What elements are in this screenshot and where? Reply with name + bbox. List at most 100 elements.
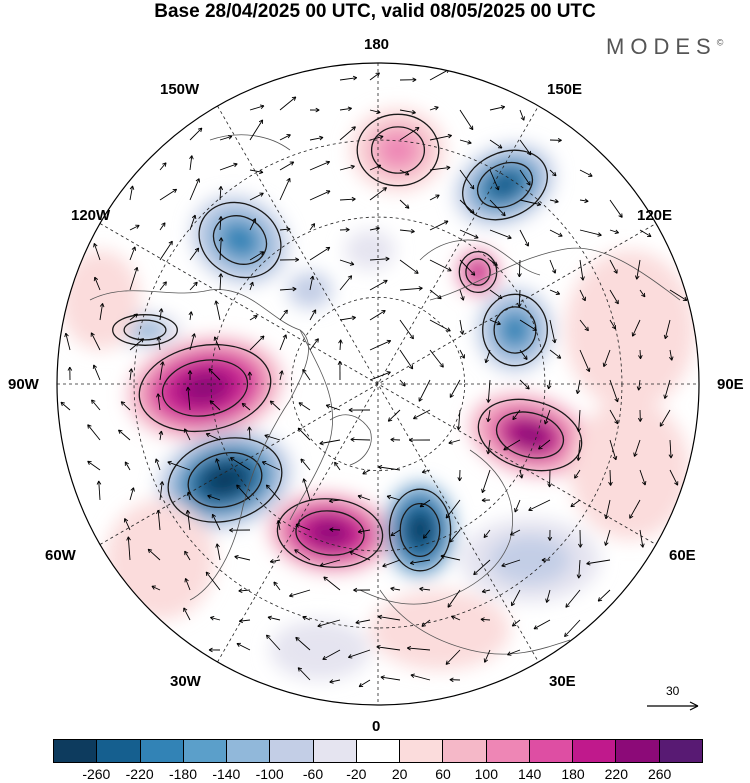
wind-vector (298, 402, 311, 411)
wind-vector (334, 461, 341, 471)
colorbar-tick-label: 100 (474, 766, 499, 782)
wind-vector-head (249, 281, 254, 287)
wind-vector (570, 499, 581, 508)
wind-vector-head (460, 354, 465, 359)
wind-vector-head (410, 228, 415, 234)
wind-vector (533, 619, 551, 630)
contour-line (458, 250, 498, 294)
wind-vector (326, 404, 341, 411)
wind-vector-head (613, 269, 618, 274)
wind-vector-head (408, 364, 414, 370)
wind-vector (93, 243, 101, 261)
graticule (57, 63, 699, 705)
colorbar-swatch (486, 740, 530, 762)
wind-vector (636, 259, 641, 280)
map-boundary (56, 62, 700, 706)
wind-vector (369, 279, 388, 291)
wind-vector (519, 349, 528, 360)
wind-vector (399, 259, 419, 274)
coastline-segment (89, 289, 309, 601)
wind-vector (487, 409, 491, 422)
wind-vector (266, 634, 281, 651)
wind-vector-head (186, 491, 192, 496)
wind-vector (248, 426, 251, 441)
wind-vector (323, 576, 341, 591)
wind-vector-head (151, 585, 156, 590)
wind-vector (189, 281, 198, 291)
wind-vector (147, 548, 161, 561)
wind-vector-head (191, 333, 196, 338)
wind-vector-head (449, 677, 454, 683)
wind-vector-head (348, 654, 353, 659)
wind-vector-head (375, 226, 380, 231)
wind-vector (399, 287, 423, 291)
wind-vector-head (500, 105, 506, 110)
wind-vector (399, 169, 410, 176)
wind-vector-head (581, 296, 586, 302)
wind-vector-head (214, 300, 219, 305)
lon-label-0: 0 (372, 718, 381, 735)
wind-vector (510, 529, 521, 536)
wind-vector-head (289, 161, 295, 166)
wind-vector (538, 439, 551, 450)
wind-vector (579, 319, 589, 332)
wind-vector (577, 439, 581, 461)
wind-vector-head (295, 523, 301, 528)
wind-vector-head (128, 368, 134, 373)
coastline-segment (419, 239, 541, 276)
wind-vector-head (638, 355, 643, 360)
wind-vector-head (614, 229, 619, 235)
wind-vector-head (447, 603, 452, 608)
wind-vector-head (382, 187, 387, 192)
wind-vector (449, 379, 461, 398)
lon-label-30e: 30E (549, 673, 576, 690)
colorbar-swatch (616, 740, 660, 762)
wind-vector-head (323, 576, 328, 581)
wind-vector-head (480, 617, 485, 622)
wind-vector (586, 559, 611, 565)
wind-vector (93, 364, 101, 381)
wind-vector (369, 135, 384, 141)
wind-vector-head (501, 562, 506, 568)
wind-vector-head (349, 550, 354, 556)
wind-vector-head (286, 134, 291, 139)
wind-vector-head (189, 155, 194, 160)
wind-vector (187, 386, 191, 411)
wind-vector-head (350, 164, 355, 170)
wind-vector (639, 289, 646, 298)
wind-vector (236, 643, 251, 651)
wind-vector-head (347, 106, 352, 112)
wind-vector (189, 155, 193, 171)
wind-vector (609, 289, 619, 305)
wind-vector (549, 169, 557, 177)
geopotential-anomaly-field (60, 108, 695, 680)
wind-vector (603, 349, 611, 367)
wind-vector (482, 589, 491, 593)
wind-vector-head (383, 279, 388, 284)
contour-line (112, 314, 178, 346)
wind-vector-head (302, 615, 307, 621)
wind-vector (249, 335, 265, 351)
wind-vector-head (467, 140, 472, 145)
wind-vector (355, 619, 371, 624)
wind-vector-head (410, 673, 415, 678)
wind-vector-head (584, 326, 589, 332)
wind-vector-head (574, 474, 579, 479)
wind-vector (369, 72, 380, 81)
wind-vector-head (218, 237, 224, 242)
polar-map (56, 62, 700, 711)
anomaly-region (570, 400, 690, 540)
wind-vector (270, 559, 281, 563)
wind-vector (459, 139, 472, 144)
wind-vector (295, 523, 311, 531)
wind-vector-head (265, 484, 271, 489)
wind-vector (249, 251, 264, 261)
wind-vector-head (183, 607, 188, 612)
wind-vector-head (641, 481, 647, 486)
reference-vector (647, 701, 699, 711)
lon-label-60e: 60E (669, 547, 696, 564)
wind-vector-head (215, 543, 220, 548)
wind-vector (348, 649, 371, 658)
anomaly-region (484, 168, 526, 202)
colorbar-tick-label: -100 (255, 766, 284, 782)
